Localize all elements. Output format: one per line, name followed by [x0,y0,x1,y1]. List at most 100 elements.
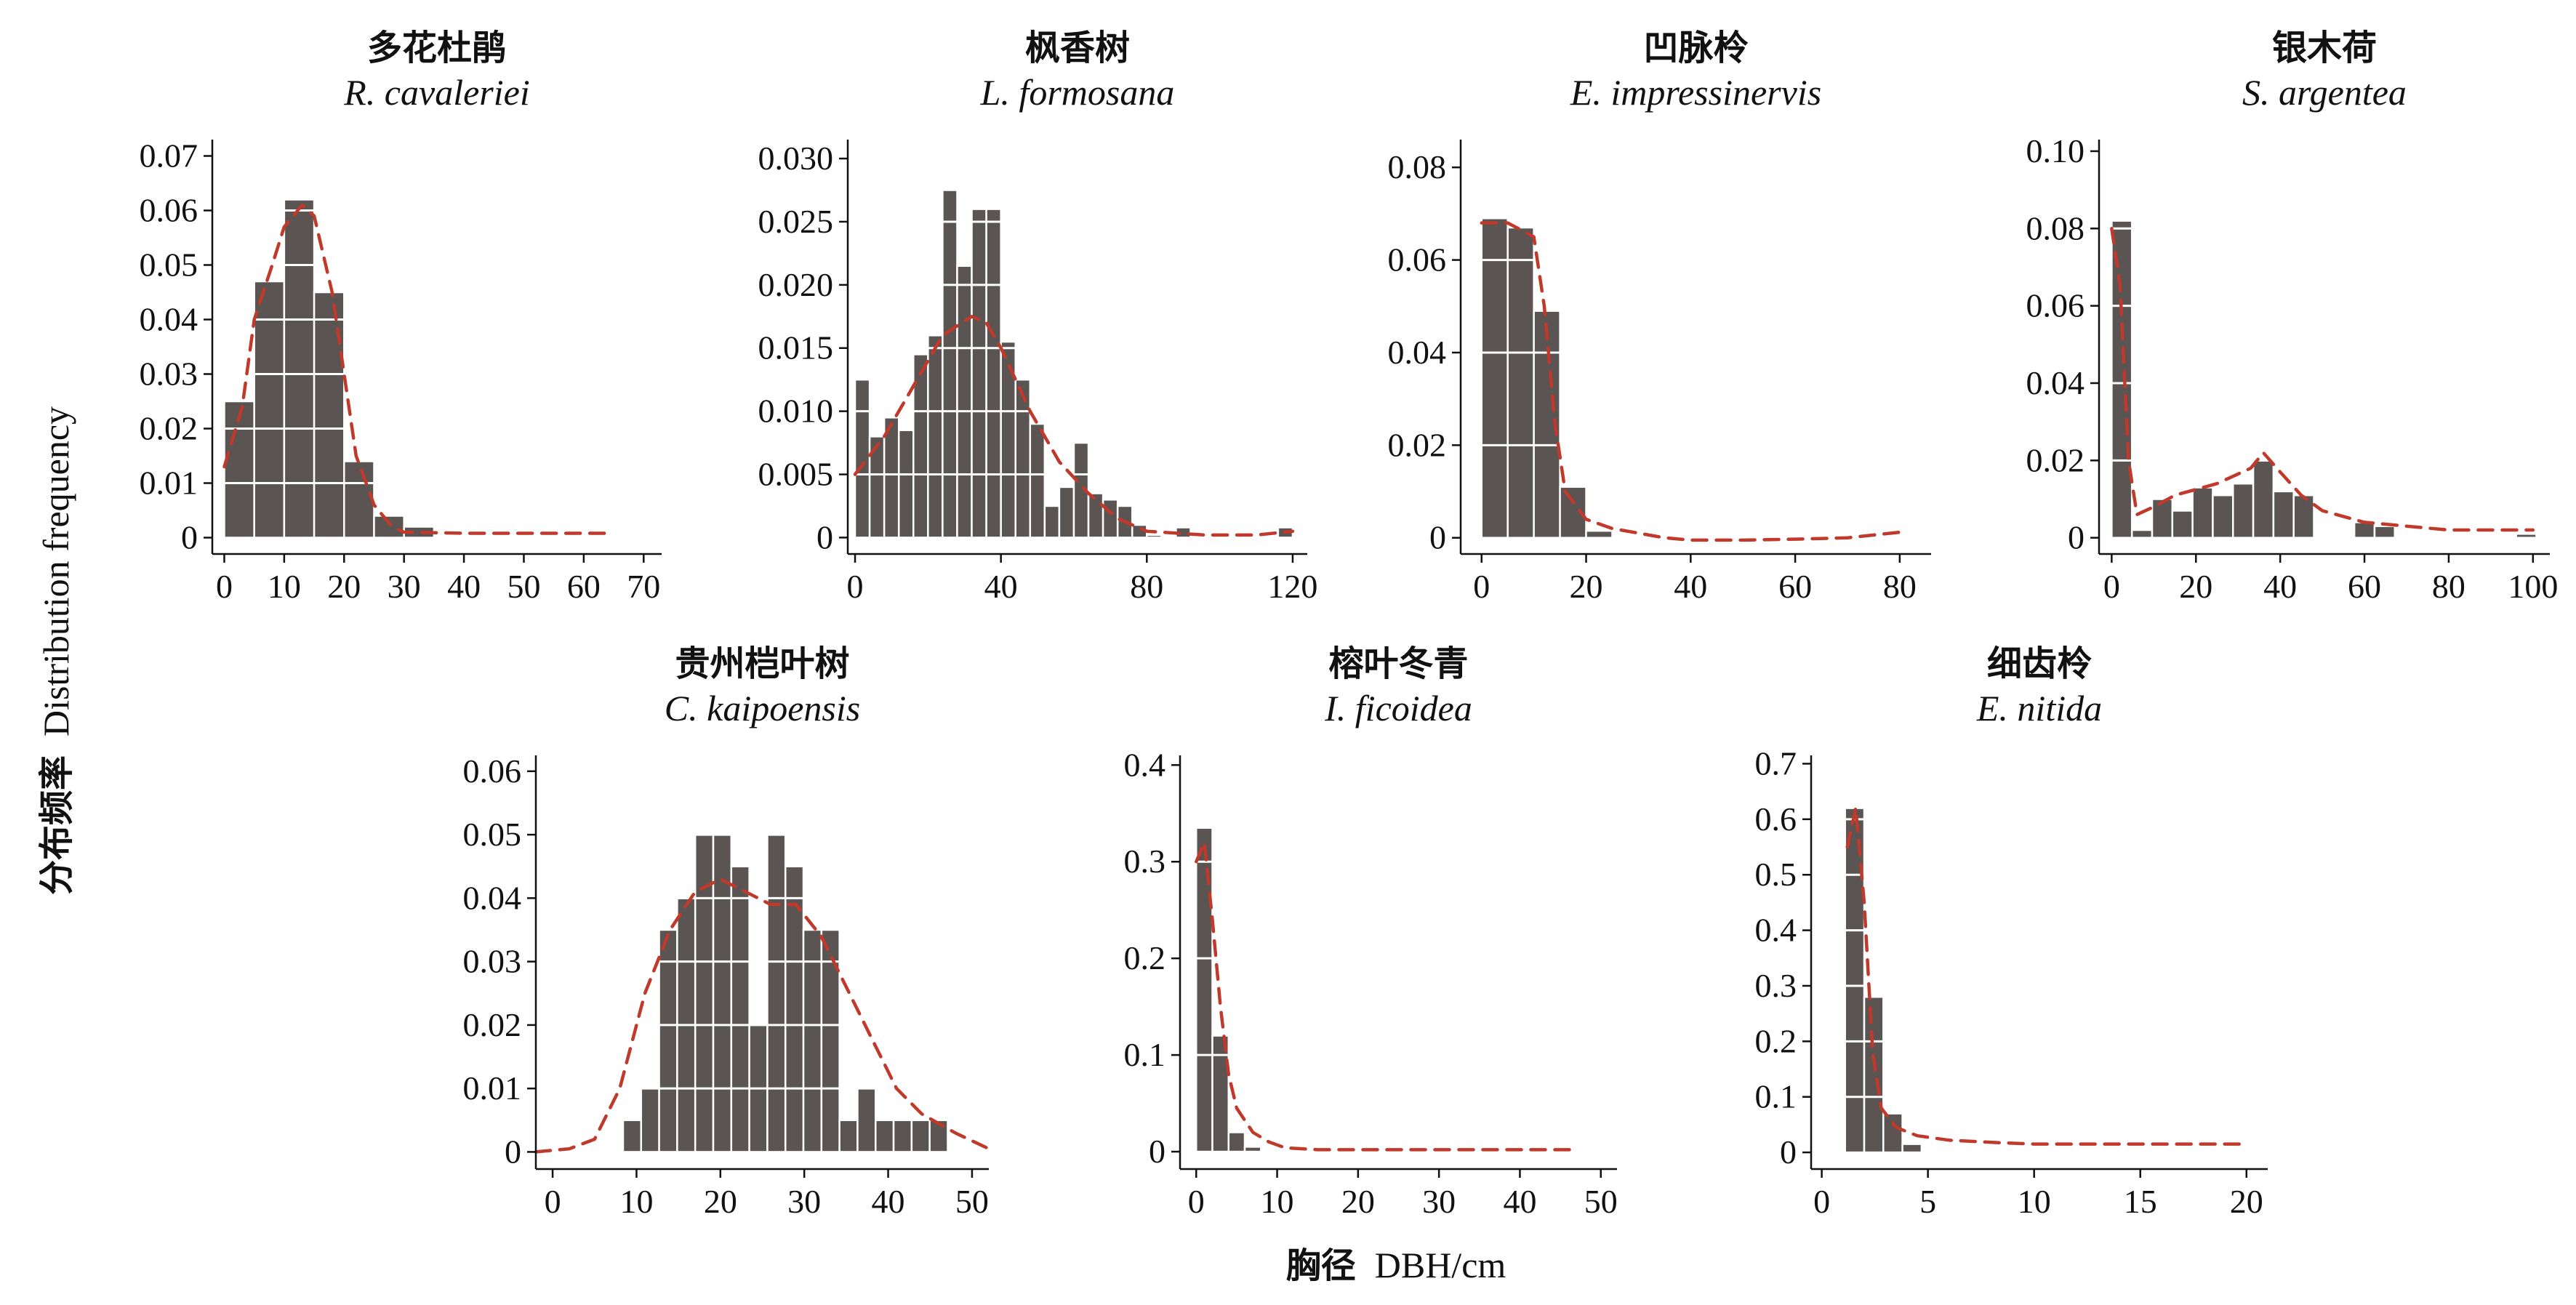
y-tick-label: 0.025 [758,203,834,240]
histogram-bar [2232,482,2255,539]
x-tick-label: 20 [327,568,361,605]
x-tick-label: 40 [447,568,481,605]
histogram-bar [1863,995,1885,1154]
histogram-bar [1058,486,1075,539]
x-tick-label: 80 [2432,568,2465,605]
x-axis-label-en: DBH/cm [1375,1245,1506,1285]
y-axis-label-en: Distribution frequency [36,406,76,736]
x-tick-label: 0 [216,568,233,605]
histogram-bar [1243,1146,1262,1153]
chart-title-cn: 细齿柃 [1987,643,2092,684]
y-tick-label: 0.05 [140,246,198,284]
density-curve [1195,840,1578,1152]
y-axis-label-cn: 分布频率 [36,755,77,895]
y-tick-label: 0.010 [758,393,834,430]
y-tick-label: 0.1 [1755,1078,1797,1115]
x-tick-label: 40 [1674,568,1707,605]
x-tick-label: 50 [1584,1183,1618,1220]
x-tick-label: 70 [627,568,660,605]
y-tick-label: 0.08 [2026,209,2085,246]
histogram-bar [766,833,787,1153]
x-tick-label: 80 [1130,568,1163,605]
histogram-bar [820,928,840,1153]
x-tick-label: 0 [1473,568,1490,605]
y-tick-label: 0.01 [463,1069,522,1107]
y-tick-label: 0.030 [758,140,834,177]
histogram-bar [1227,1131,1246,1153]
density-curve [853,315,1295,537]
x-tick-label: 30 [787,1183,821,1220]
x-tick-label: 120 [1267,568,1317,605]
histogram-bar [640,1087,660,1153]
histogram-bar [2272,490,2295,539]
y-tick-label: 0.5 [1755,856,1797,893]
histogram-bar [854,378,871,539]
x-tick-label: 80 [1883,568,1917,605]
chart-title-cn: 凹脉柃 [1643,28,1748,68]
histogram-bar [2111,220,2133,539]
y-tick-label: 0.05 [463,816,522,853]
density-curve [1480,221,1902,542]
x-tick-label: 0 [2103,568,2120,605]
x-tick-label: 10 [619,1183,653,1220]
y-tick-label: 0.1 [1124,1036,1166,1073]
chart-title-cn: 多花杜鹃 [367,28,507,68]
y-tick-label: 0.06 [2026,287,2085,324]
histogram-bar [2292,494,2315,539]
x-tick-label: 60 [2348,568,2381,605]
histogram-bar [784,865,805,1153]
histogram-bar [1844,807,1866,1154]
y-tick-label: 0.4 [1124,746,1166,783]
chart-title-latin: E. impressinervis [1570,72,1821,113]
histogram-bar [1882,1112,1903,1154]
y-tick-label: 0 [181,519,198,556]
histogram-bar [802,928,823,1153]
histogram-bar [942,189,958,539]
histogram-bar [658,928,678,1153]
histogram-bar [892,1119,913,1153]
y-tick-label: 0.020 [758,266,834,303]
x-tick-label: 0 [545,1183,561,1220]
histogram-bar [1102,499,1119,539]
histogram-bar [1146,534,1163,539]
y-tick-label: 0.015 [758,329,834,366]
x-tick-label: 10 [2018,1183,2051,1220]
x-tick-label: 60 [1778,568,1812,605]
x-tick-label: 0 [847,568,864,605]
x-tick-label: 50 [955,1183,989,1220]
x-axis-label: 胸径 DBH/cm [1286,1245,1506,1286]
chart-title-cn: 银木荷 [2272,28,2377,68]
y-tick-label: 0.04 [463,879,522,916]
y-tick-label: 0.04 [140,301,198,338]
density-curve [1845,806,2249,1146]
histogram-bar [956,265,973,539]
y-tick-label: 0.02 [2026,441,2085,478]
histogram-bar [313,291,345,539]
y-tick-label: 0.08 [1388,148,1447,185]
histogram-bar [1087,492,1104,539]
x-tick-label: 20 [2230,1183,2263,1220]
x-tick-label: 60 [567,568,601,605]
histogram-bar [223,400,255,539]
y-tick-label: 0.005 [758,456,834,493]
histogram-bar [1480,217,1509,539]
density-curve [222,203,616,535]
y-tick-label: 0.03 [463,943,522,980]
x-tick-label: 15 [2124,1183,2157,1220]
chart-title-latin: I. ficoidea [1324,688,1472,728]
x-tick-label: 40 [2263,568,2297,605]
y-tick-label: 0.3 [1124,843,1166,880]
density-curve [2110,227,2535,532]
y-tick-label: 0.06 [463,752,522,790]
x-tick-label: 5 [1919,1183,1936,1220]
x-tick-label: 30 [388,568,421,605]
histogram-bar [971,208,987,539]
x-tick-label: 30 [1422,1183,1456,1220]
histogram-bar [2252,459,2275,539]
y-tick-label: 0.3 [1755,967,1797,1004]
histogram-bar [1043,505,1061,539]
